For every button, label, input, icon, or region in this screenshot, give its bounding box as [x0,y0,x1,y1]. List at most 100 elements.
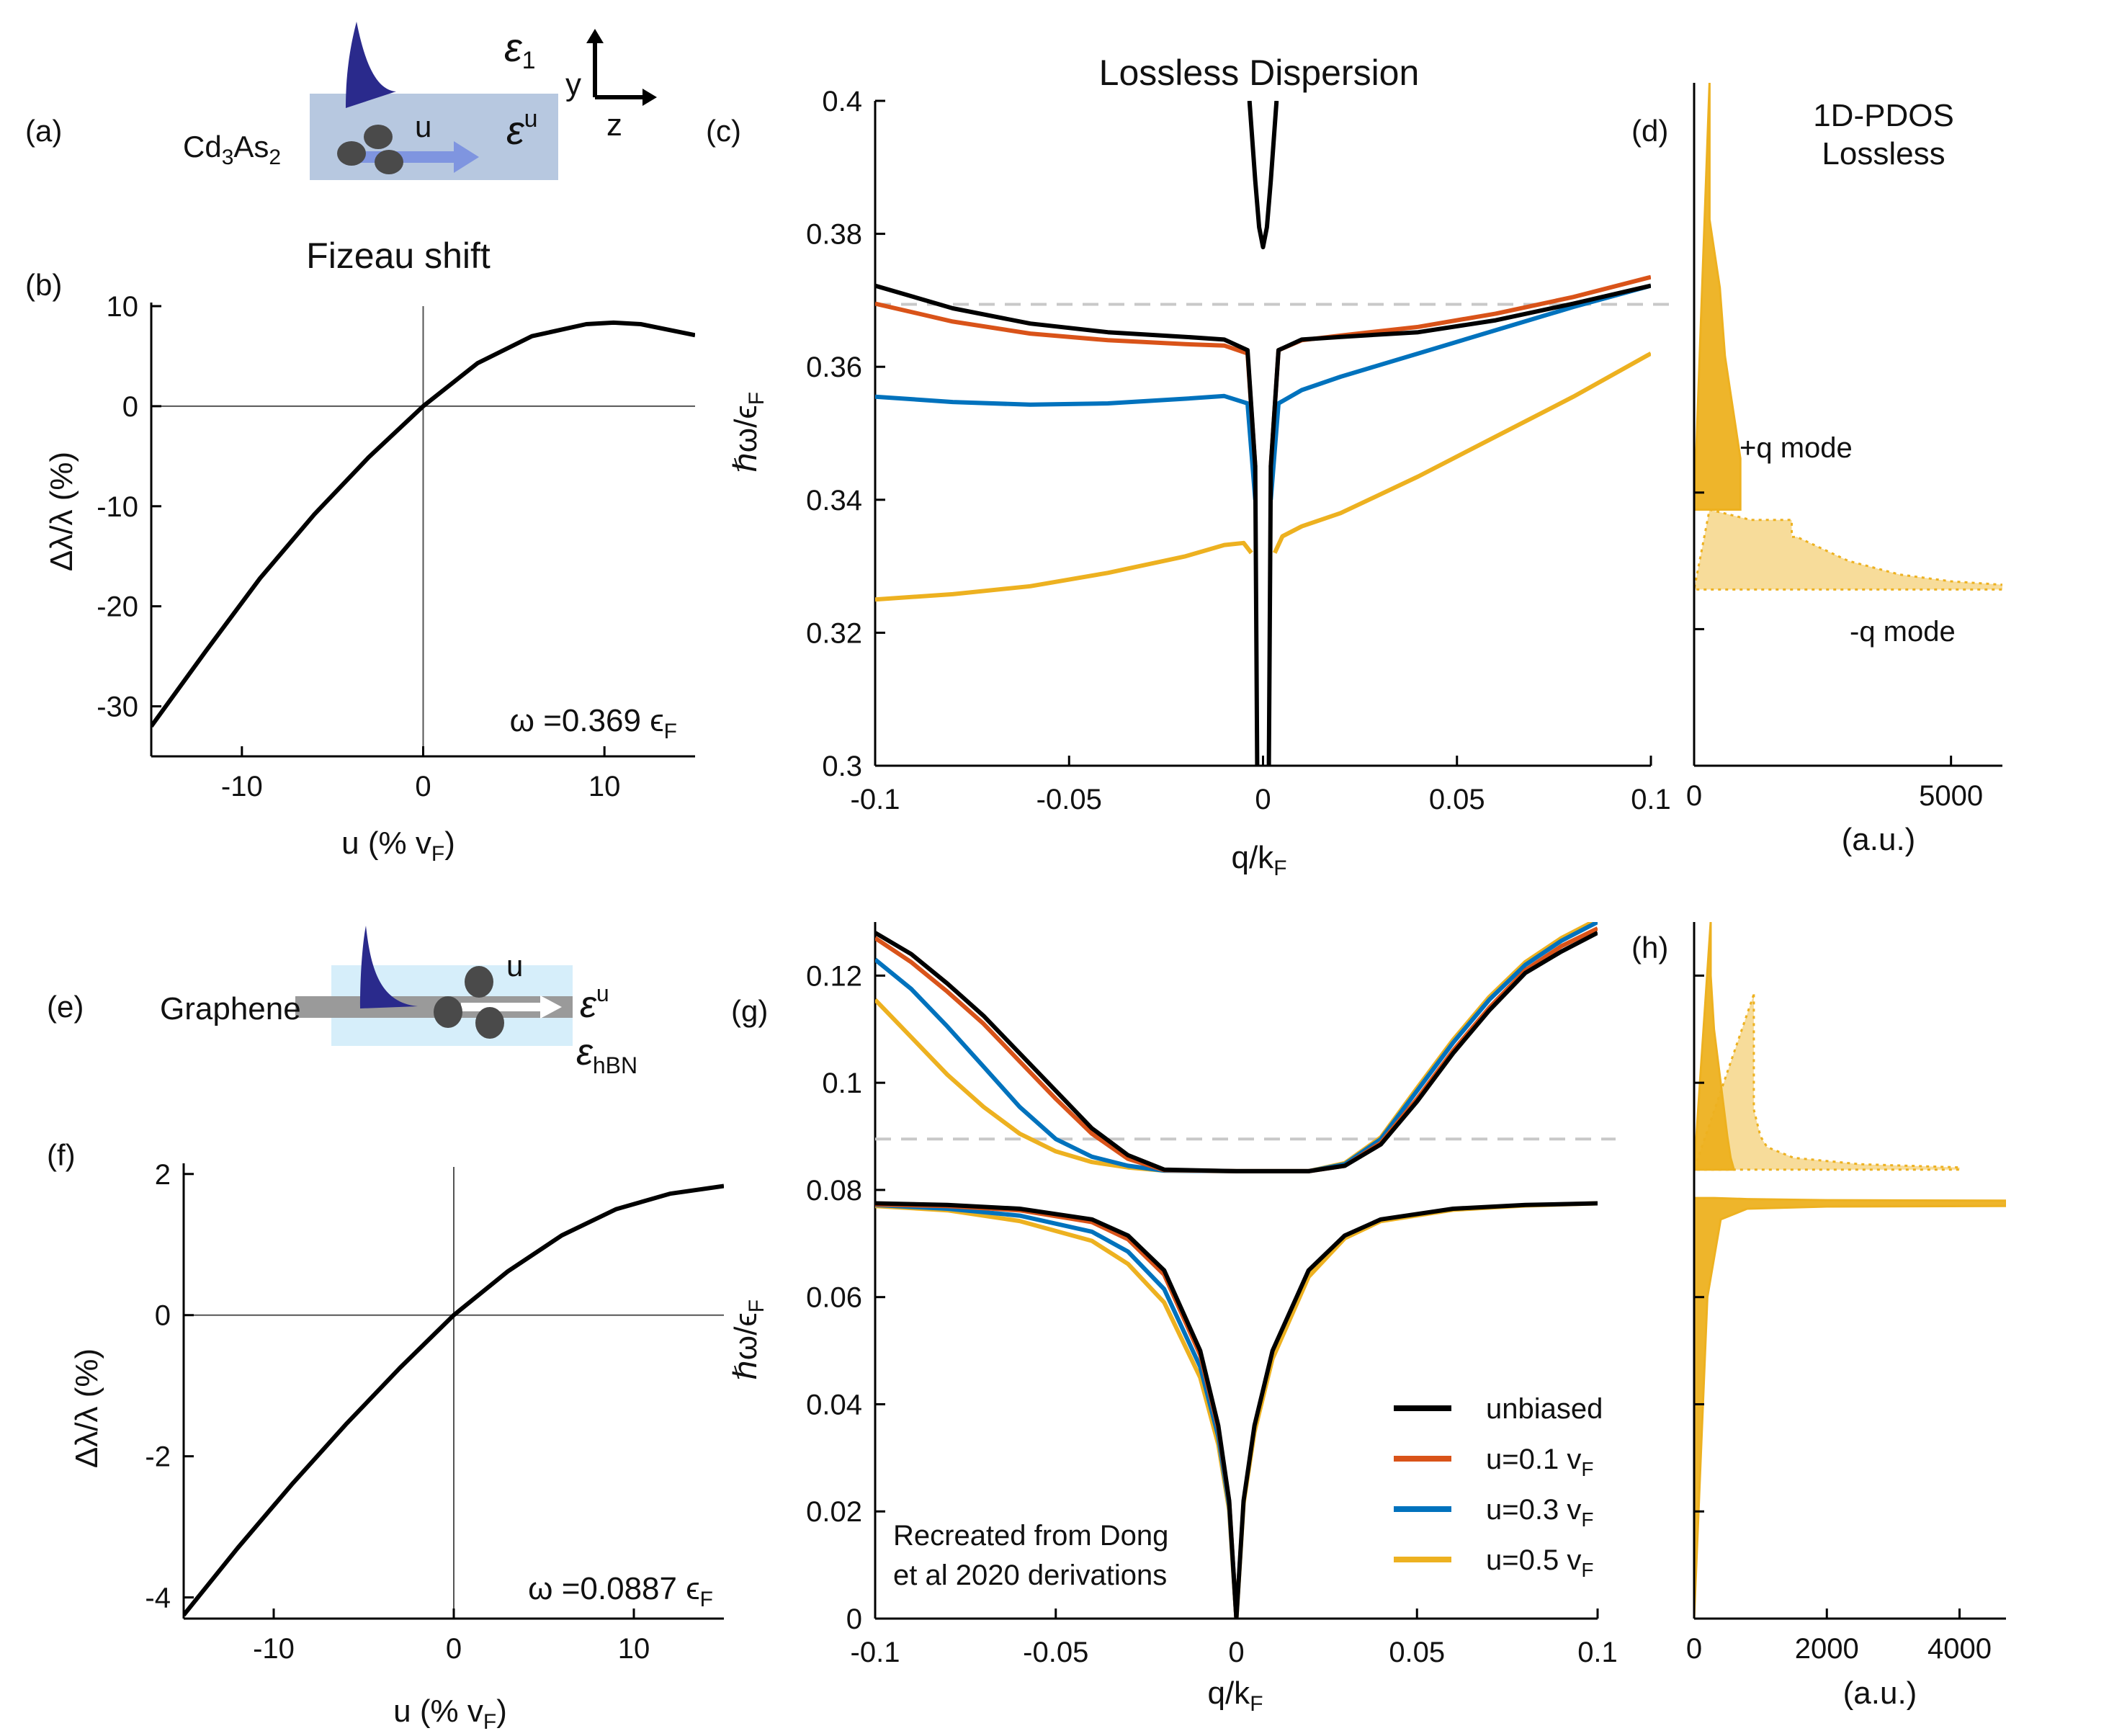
epsilon-1-label: ε1 [504,24,536,74]
x-tick-label: 2000 [1795,1633,1859,1665]
epsilon-hbn-label: εhBN [576,1032,637,1078]
drift-arrow-icon [353,141,479,173]
pdos-area [1694,922,1736,1171]
y-tick-label: 0.36 [806,352,862,383]
pdos-area [1694,1196,2006,1619]
legend-subscript: F [1581,1458,1593,1480]
x-axis-title: (a.u.) [1843,1675,1917,1711]
x-tick-label: 0 [1255,784,1271,815]
x-tick-label: -0.1 [851,784,900,815]
panel-h-pdos: (h) (a.u.) 0 2000 4000 [1631,922,2006,1711]
x-tick-label: 0 [1686,780,1702,812]
y-tick-label: 0.3 [822,751,862,782]
legend-subscript: F [1581,1508,1593,1531]
y-tick-label: 0 [846,1603,862,1635]
series-line [875,922,1598,1173]
material-label: Cd3As2 [183,130,281,169]
y-tick-label: -4 [145,1583,171,1614]
y-tick-label: 0.4 [822,86,862,117]
fizeau-curve [184,1184,724,1616]
series-line [875,926,1598,1173]
x-tick-label: 0.05 [1389,1637,1445,1668]
y-tick-label: -10 [97,491,138,523]
panel-f-fizeau-shift: (f) u (% vF) Δλ/λ (%) ω =0.0887 ϵF -10 0 1… [47,1138,724,1734]
series-line [1272,352,1651,554]
series-line [1268,283,1651,501]
x-axis-title: q/kF [1231,840,1286,880]
panel-tag-g: (g) [731,994,768,1028]
series-line [875,1202,1239,1619]
electron-icon [434,996,462,1028]
electron-icon [475,1007,504,1039]
drift-arrow-icon [461,995,562,1019]
x-tick-label: 10 [618,1633,650,1665]
x-tick-label: -0.05 [1036,784,1102,815]
schematic-bottom: (e) u Graphene εu εhBN [47,926,637,1078]
legend-label: unbiased [1486,1393,1603,1425]
legend-label: u=0.5 vF [1486,1544,1593,1581]
arrow-right-icon [642,89,657,106]
chart-subtitle: Lossless [1822,136,1945,171]
panel-tag-a: (a) [25,114,62,148]
electron-icon [364,125,393,149]
x-tick-label: -10 [221,771,263,802]
y-tick-label: 0.32 [806,617,862,649]
y-axis-label: y [565,67,581,102]
chart-title: Fizeau shift [306,236,491,276]
z-axis-label: z [606,107,622,143]
y-tick-label: 0.04 [806,1389,862,1420]
series-line [875,283,1260,766]
panel-tag-d: (d) [1631,114,1668,148]
chart-title: 1D-PDOS [1813,98,1954,133]
series-line [875,540,1253,602]
y-tick-label: 0.12 [806,960,862,992]
x-tick-label: 10 [588,771,621,802]
x-tick-label: 0 [1686,1633,1702,1665]
panel-g-graphene-dispersion: (g) q/kF ℏω/ϵF Recreated from Dong et al… [728,922,1618,1716]
u-label: u [415,109,431,143]
plus-q-mode-label: +q mode [1739,432,1853,464]
series-line [875,393,1258,501]
series-line [1234,1201,1598,1619]
x-tick-label: 0 [415,771,431,802]
fizeau-curve [151,320,695,728]
cd3as2-layer [310,94,558,180]
panel-d-pdos: (d) 1D-PDOS Lossless +q mode -q mode (a.… [1631,83,2002,857]
pdos-area [1694,508,2002,591]
y-axis-title: ℏω/ϵF [728,1299,769,1380]
x-axis-title: u (% vF) [341,826,455,866]
y-tick-label: -20 [97,591,138,623]
minus-q-mode-label: -q mode [1850,616,1956,648]
panel-tag-f: (f) [47,1138,76,1172]
series-line [875,931,1598,1173]
y-tick-label: 0.02 [806,1496,862,1528]
y-tick-label: 0.1 [822,1068,862,1099]
x-tick-label: 0 [446,1633,462,1665]
electron-icon [337,141,366,166]
x-tick-label: -0.05 [1023,1637,1088,1668]
pdos-area [1694,993,1961,1171]
series-line [875,922,1598,1173]
x-tick-label: 0.1 [1577,1637,1618,1668]
y-tick-label: 0.06 [806,1282,862,1314]
y-tick-label: -30 [97,692,138,723]
electron-icon [375,150,403,174]
chart-title: Lossless Dispersion [1099,53,1420,93]
y-tick-label: 0 [155,1300,171,1332]
legend-subscript: F [1581,1559,1593,1581]
panel-tag-h: (h) [1631,931,1668,965]
series-line [875,1202,1239,1619]
panel-b-fizeau-shift: (b) Fizeau shift u (% vF) Δλ/λ (%) ω =0.… [25,236,695,866]
x-tick-label: 0.1 [1631,784,1671,815]
y-tick-label: 10 [107,291,139,323]
y-axis-title: Δλ/λ (%) [44,452,79,571]
y-tick-label: 0.34 [806,485,862,516]
y-tick-label: 0 [122,391,138,423]
arrow-up-icon [586,29,604,43]
evanescent-mode-icon [360,926,418,1008]
series-line [875,1201,1239,1619]
u-label: u [506,949,523,983]
y-tick-label: -2 [145,1441,171,1473]
series-line [875,1204,1239,1619]
